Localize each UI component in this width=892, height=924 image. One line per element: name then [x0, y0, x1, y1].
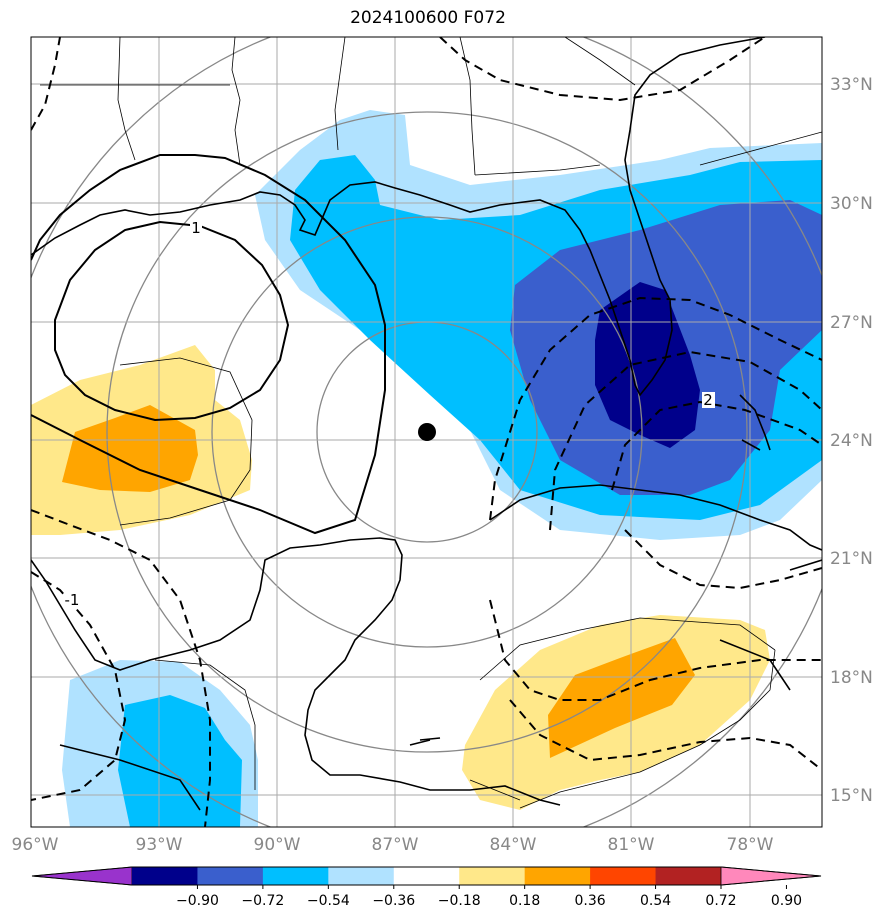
- contour-line: [489, 599, 822, 701]
- negative-blue-region-sw: [118, 695, 242, 827]
- storm-center-dot: [418, 423, 436, 441]
- lat-label: 21°N: [830, 549, 873, 569]
- plot-frame: [30, 36, 823, 828]
- contour-labels: 1 2 -1: [64, 219, 715, 609]
- colorbar-tick-label: 0.90: [771, 893, 802, 909]
- lon-label: 78°W: [727, 835, 774, 855]
- contour-line: [31, 571, 127, 801]
- colorbar-extend-low: [31, 866, 133, 886]
- dashed-contours: [31, 37, 822, 827]
- colorbar: −0.90 −0.72 −0.54 −0.36 −0.18 0.18 0.36 0.54 0.7…: [31, 866, 822, 909]
- colorbar-segment: [197, 867, 264, 885]
- lat-label: 15°N: [830, 786, 873, 806]
- colorbar-tick-label: −0.54: [307, 893, 350, 909]
- lat-label: 24°N: [830, 431, 873, 451]
- lon-label: 96°W: [12, 835, 59, 855]
- lat-label: 30°N: [830, 194, 873, 214]
- colorbar-tick-label: −0.72: [241, 893, 284, 909]
- lat-label: 27°N: [830, 313, 873, 333]
- colorbar-segment: [655, 867, 722, 885]
- contour-line: [611, 400, 822, 491]
- lon-label: 87°W: [372, 835, 419, 855]
- contour-line: [31, 154, 386, 535]
- lon-label: 93°W: [136, 835, 183, 855]
- colorbar-segment: [459, 867, 526, 885]
- colorbar-tick-label: 0.54: [640, 893, 671, 909]
- solid-contours: [31, 154, 386, 535]
- lon-label: 90°W: [254, 835, 301, 855]
- contour-line: [624, 529, 822, 590]
- colorbar-tick-label: 0.36: [575, 893, 606, 909]
- colorbar-segment: [328, 867, 395, 885]
- mexico-coast: [31, 537, 561, 806]
- cuba-outline: [489, 484, 822, 551]
- lon-label: 81°W: [608, 835, 655, 855]
- range-ring: [211, 216, 643, 648]
- contour-label: 2: [703, 391, 713, 409]
- political-borders: [40, 37, 822, 809]
- latitude-labels: 33°N 30°N 27°N 24°N 21°N 18°N 15°N: [830, 75, 873, 806]
- contour-line: [489, 296, 822, 521]
- contour-line: [54, 220, 290, 422]
- colorbar-tick-label: 0.72: [705, 893, 736, 909]
- colorbar-tick-label: −0.18: [438, 893, 481, 909]
- lat-label: 18°N: [830, 668, 873, 688]
- gridlines: [31, 37, 822, 827]
- colorbar-outline: [31, 866, 822, 886]
- positive-orange-region-se: [548, 638, 695, 758]
- contour-line: [509, 699, 822, 771]
- colorbar-tick-label: 0.18: [509, 893, 540, 909]
- colorbar-segment: [590, 867, 657, 885]
- range-ring: [106, 111, 748, 753]
- colorbar-tick-label: −0.90: [176, 893, 219, 909]
- lon-label: 84°W: [490, 835, 537, 855]
- colorbar-segment: [524, 867, 591, 885]
- lat-label: 33°N: [830, 75, 873, 95]
- colorbar-tick-label: −0.36: [372, 893, 415, 909]
- colorbar-extend-high: [720, 866, 822, 886]
- positive-orange-region-west: [62, 405, 198, 492]
- colorbar-segment: [262, 867, 329, 885]
- colorbar-segment: [393, 867, 460, 885]
- contour-label: 1: [191, 219, 201, 237]
- longitude-labels: 96°W 93°W 90°W 87°W 84°W 81°W 78°W: [12, 835, 774, 855]
- contour-line: [31, 37, 61, 131]
- contour-line: [439, 37, 766, 102]
- contour-label: -1: [65, 591, 80, 609]
- map-title: 2024100600 F072: [350, 8, 506, 28]
- bahamas-outline: [739, 394, 771, 451]
- colorbar-segment: [132, 867, 198, 885]
- gulf-coast: [31, 37, 766, 397]
- map-panel: 1 2 -1: [31, 37, 822, 827]
- contour-line: [549, 350, 822, 531]
